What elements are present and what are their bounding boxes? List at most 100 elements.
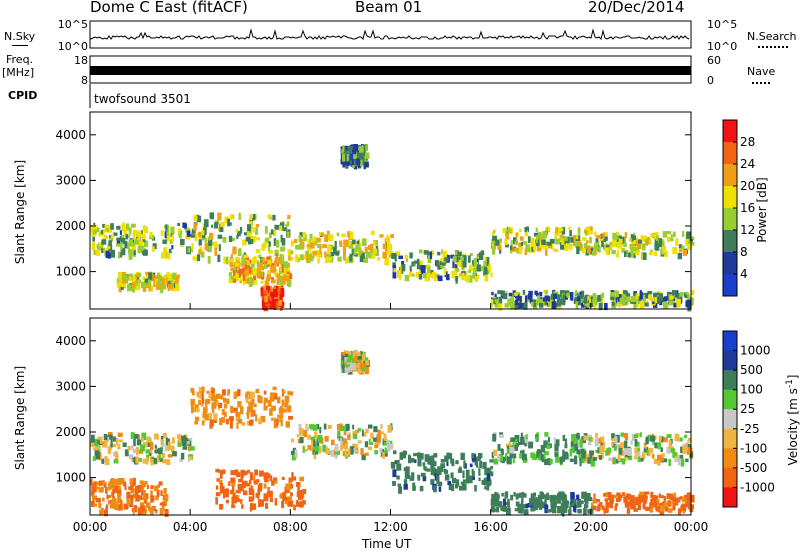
heatmap-cell	[515, 493, 519, 500]
heatmap-cell	[279, 293, 283, 300]
heatmap-cell	[612, 232, 617, 240]
heatmap-cell	[374, 444, 378, 449]
heatmap-cell	[136, 449, 139, 456]
heatmap-cell	[663, 301, 667, 309]
heatmap-cell	[357, 428, 361, 432]
heatmap-cell	[583, 504, 587, 511]
heatmap-cell	[235, 489, 239, 494]
heatmap-cell	[121, 234, 125, 239]
heatmap-cell	[635, 496, 640, 505]
heatmap-cell	[132, 493, 137, 499]
heatmap-cell	[678, 248, 682, 253]
heatmap-cell	[296, 434, 300, 438]
heatmap-cell	[117, 444, 121, 450]
heatmap-cell	[371, 435, 374, 440]
heatmap-cell	[461, 272, 465, 281]
heatmap-cell	[121, 276, 127, 284]
heatmap-cell	[240, 499, 243, 504]
heatmap-cell	[219, 471, 223, 479]
heatmap-cell	[570, 441, 573, 448]
heatmap-cell	[170, 226, 175, 234]
heatmap-cell	[288, 501, 293, 505]
heatmap-cell	[455, 479, 460, 487]
heatmap-cell	[504, 238, 508, 245]
heatmap-cell	[133, 438, 136, 447]
heatmap-cell	[520, 241, 523, 246]
heatmap-cell	[118, 439, 123, 443]
heatmap-cell	[377, 429, 381, 437]
heatmap-cell	[639, 301, 645, 310]
heatmap-cell	[321, 232, 324, 237]
heatmap-cell	[258, 483, 263, 489]
heatmap-cell	[255, 249, 261, 254]
heatmap-cell	[361, 454, 366, 461]
heatmap-cell	[649, 251, 653, 256]
heatmap-cell	[140, 437, 144, 442]
heatmap-cell	[643, 443, 647, 447]
heatmap-cell	[635, 240, 638, 249]
heatmap-cell	[495, 239, 500, 246]
heatmap-cell	[221, 389, 226, 396]
heatmap-cell	[279, 254, 283, 260]
heatmap-cell	[263, 472, 269, 481]
heatmap-cell	[398, 486, 402, 494]
heatmap-cell	[198, 249, 201, 255]
heatmap-cell	[617, 454, 621, 462]
heatmap-cell	[128, 227, 132, 235]
heatmap-cell	[187, 457, 190, 462]
heatmap-cell	[317, 257, 320, 264]
heatmap-cell	[334, 454, 338, 459]
heatmap-cell	[162, 504, 165, 510]
heatmap-cell	[302, 232, 306, 237]
heatmap-cell	[459, 485, 464, 491]
heatmap-cell	[576, 443, 579, 448]
heatmap-cell	[526, 226, 529, 231]
heatmap-cell	[279, 494, 283, 499]
heatmap-cell	[272, 214, 276, 221]
heatmap-cell	[145, 502, 148, 509]
heatmap-cell	[603, 236, 608, 241]
heatmap-cell	[221, 409, 225, 416]
heatmap-cell	[344, 443, 349, 449]
heatmap-cell	[672, 503, 676, 511]
heatmap-cell	[437, 466, 441, 471]
freq-tick-bottom: 8	[81, 74, 88, 87]
heatmap-cell	[229, 416, 234, 421]
heatmap-cell	[562, 236, 568, 242]
heatmap-cell	[243, 232, 248, 236]
heatmap-cell	[157, 277, 161, 284]
heatmap-cell	[212, 241, 218, 246]
heatmap-cell	[654, 435, 657, 441]
heatmap-cell	[584, 243, 587, 249]
heatmap-cell	[687, 243, 692, 250]
heatmap-cell	[91, 242, 96, 251]
heatmap-cell	[248, 496, 252, 502]
heatmap-cell	[137, 233, 141, 241]
heatmap-cell	[650, 297, 655, 302]
heatmap-cell	[560, 502, 565, 510]
heatmap-cell	[564, 453, 569, 460]
heatmap-cell	[267, 400, 272, 407]
heatmap-cell	[404, 254, 408, 259]
heatmap-cell	[662, 231, 668, 238]
heatmap-cell	[340, 358, 343, 366]
heatmap-cell	[494, 293, 497, 297]
heatmap-cell	[126, 499, 132, 505]
heatmap-cell	[432, 461, 437, 467]
heatmap-cell	[558, 228, 564, 232]
heatmap-cell	[222, 490, 225, 499]
heatmap-cell	[344, 239, 349, 247]
heatmap-cell	[256, 260, 260, 267]
heatmap-cell	[597, 503, 601, 508]
heatmap-cell	[552, 495, 558, 501]
heatmap-cell	[237, 489, 241, 494]
heatmap-cell	[113, 232, 118, 236]
heatmap-cell	[411, 472, 415, 480]
heatmap-cell	[345, 364, 350, 369]
heatmap-cell	[263, 483, 267, 489]
heatmap-cell	[306, 247, 312, 252]
heatmap-cell	[90, 478, 93, 486]
heatmap-cell	[158, 448, 163, 455]
heatmap-cell	[204, 238, 207, 245]
